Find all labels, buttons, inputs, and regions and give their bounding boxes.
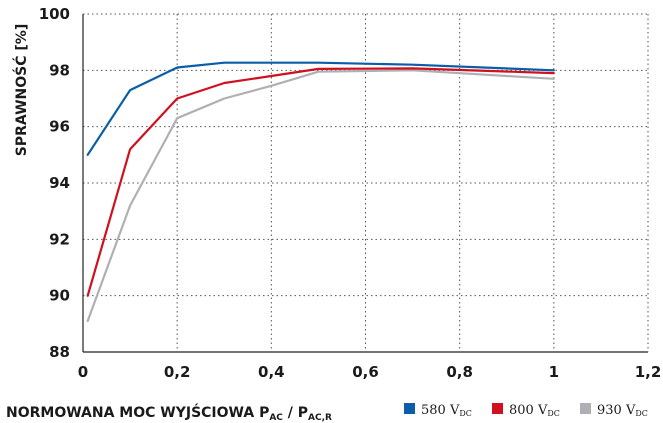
series-line	[86, 67, 555, 297]
series-line	[86, 69, 555, 323]
x-tick-label: 1,2	[635, 363, 662, 381]
y-tick-labels: 88 90 92 94 96 98 100	[39, 5, 70, 361]
series-lines	[86, 61, 555, 323]
legend-swatch	[404, 403, 415, 414]
legend-swatch	[580, 403, 591, 414]
legend-label: 580 VDC	[421, 403, 472, 418]
x-tick-label: 0,8	[446, 363, 473, 381]
y-tick-label: 98	[49, 61, 70, 79]
x-axis-label-sub1: AC	[269, 413, 283, 423]
y-tick-label: 94	[49, 174, 70, 192]
legend: 580 VDC 800 VDC 930 VDC	[404, 403, 648, 418]
y-tick-label: 88	[49, 343, 70, 361]
y-axis-label: SPRAWNOŚĆ [%]	[12, 24, 30, 156]
legend-label-sub: DC	[635, 409, 648, 418]
y-tick-label: 100	[39, 5, 70, 23]
y-tick-label: 96	[49, 118, 70, 136]
series-line	[86, 61, 555, 156]
legend-label: 930 VDC	[597, 403, 648, 418]
x-axis-label-slash: / P	[283, 405, 308, 421]
legend-swatch	[492, 403, 503, 414]
x-tick-label: 0,2	[164, 363, 191, 381]
y-tick-label: 92	[49, 230, 70, 248]
x-tick-labels: 0 0,2 0,4 0,6 0,8 1 1,2	[78, 363, 662, 381]
x-axis-label: NORMOWANA MOC WYJŚCIOWA PAC / PAC,R	[6, 403, 332, 423]
y-tick-label: 90	[49, 287, 70, 305]
x-tick-label: 0	[78, 363, 88, 381]
x-axis-label-sub2: AC,R	[308, 413, 332, 423]
legend-label-main: 930 V	[597, 403, 636, 418]
legend-label: 800 VDC	[509, 403, 560, 418]
x-tick-label: 0,4	[258, 363, 285, 381]
legend-label-sub: DC	[459, 409, 472, 418]
x-tick-label: 1	[549, 363, 559, 381]
legend-label-sub: DC	[547, 409, 560, 418]
legend-label-main: 580 V	[421, 403, 460, 418]
axes	[82, 14, 648, 353]
x-tick-label: 0,6	[352, 363, 379, 381]
x-axis-label-main: NORMOWANA MOC WYJŚCIOWA P	[6, 403, 269, 421]
legend-label-main: 800 V	[509, 403, 548, 418]
